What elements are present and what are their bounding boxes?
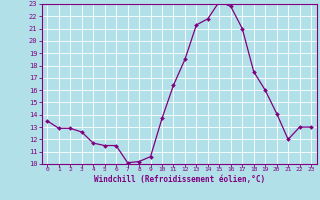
- X-axis label: Windchill (Refroidissement éolien,°C): Windchill (Refroidissement éolien,°C): [94, 175, 265, 184]
